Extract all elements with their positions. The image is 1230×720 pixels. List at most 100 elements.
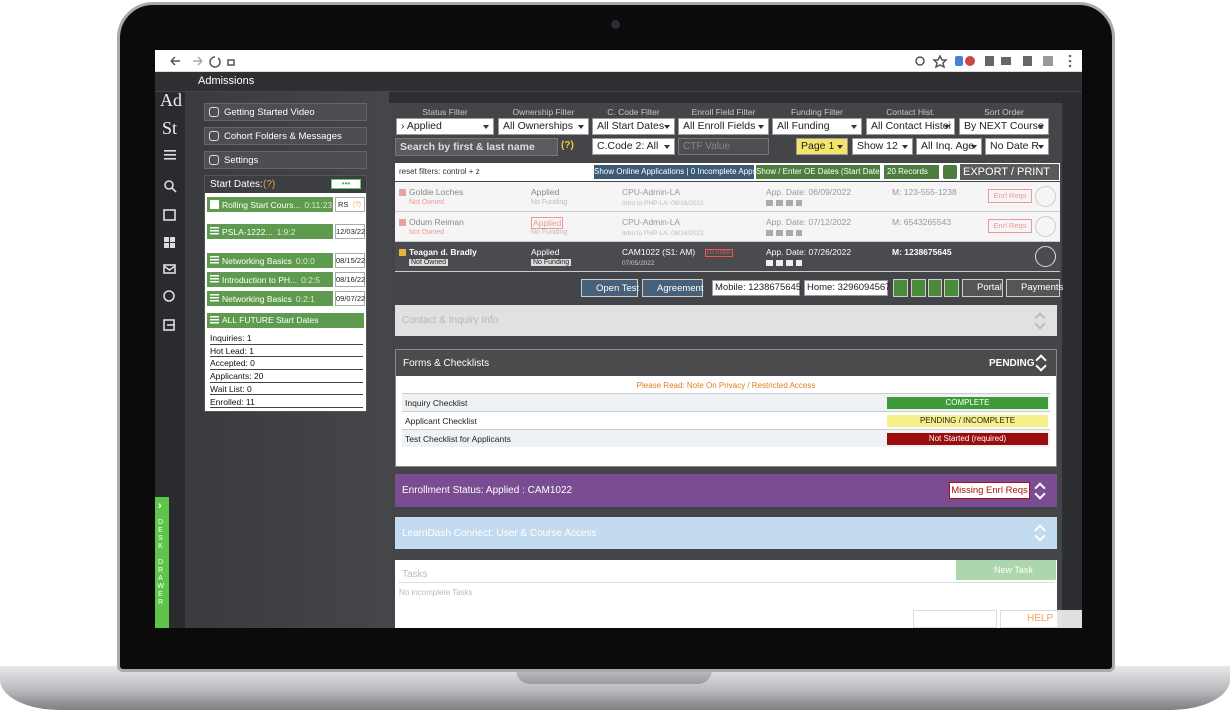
start-date-row[interactable]: Networking Basics 0:0:0 bbox=[207, 253, 333, 268]
checklist-row[interactable]: Inquiry Checklist COMPLETE bbox=[402, 393, 1050, 411]
start-date-counts: 0:2:5 bbox=[301, 274, 321, 285]
filter-label: Enroll Field Filter bbox=[691, 107, 756, 117]
start-date-name: Introduction to PH... bbox=[222, 274, 298, 285]
filter-select[interactable]: By NEXT Course bbox=[959, 118, 1049, 135]
menu-button[interactable]: Getting Started Video bbox=[204, 103, 367, 121]
logo-ad: Ad bbox=[160, 90, 182, 110]
start-date-date: 12/03/22 bbox=[335, 224, 365, 239]
row-help: (?) bbox=[353, 201, 361, 208]
menu-icon bbox=[209, 155, 219, 165]
export-button[interactable]: EXPORT / PRINT bbox=[960, 164, 1059, 180]
learndash-section[interactable]: LearnDash Connect: User & Course Access bbox=[395, 517, 1057, 549]
start-date-name: PSLA-1222... bbox=[222, 226, 273, 237]
start-date-counts: 0:0:0 bbox=[295, 255, 315, 266]
stat-row: Inquiries: 1 bbox=[210, 332, 363, 345]
expand-circle[interactable] bbox=[1035, 186, 1056, 207]
icon-button[interactable] bbox=[911, 279, 926, 297]
record-funding: No Funding bbox=[531, 259, 572, 266]
forms-header[interactable] bbox=[396, 350, 1056, 376]
record-tag: LD USER bbox=[705, 249, 733, 257]
record-row[interactable]: Odum Reiman Not Owned Applied No Funding CPU… bbox=[395, 212, 1060, 242]
record-phone: M: 6543265543 bbox=[892, 217, 952, 227]
all-future-label: ALL FUTURE Start Dates bbox=[222, 315, 319, 325]
stat-row: Enrolled: 11 bbox=[210, 396, 363, 409]
search-help[interactable]: (?) bbox=[561, 140, 574, 151]
inq-age-select[interactable]: All Inq. Age bbox=[916, 138, 982, 155]
start-date-name: Networking Basics bbox=[222, 255, 292, 266]
help-button[interactable]: HELP bbox=[1000, 610, 1082, 628]
expand-circle[interactable] bbox=[1035, 246, 1056, 267]
start-dates-help[interactable]: (?) bbox=[263, 179, 276, 190]
start-date-row[interactable]: Introduction to PH... 0:2:5 bbox=[207, 272, 333, 287]
drawer-label: DESK DRAWER bbox=[157, 519, 164, 607]
checklist-row[interactable]: Applicant Checklist PENDING / INCOMPLETE bbox=[402, 411, 1050, 429]
filter-label: Ownership Filter bbox=[512, 107, 575, 117]
record-code: CAM1022 (S1: AM) bbox=[622, 247, 696, 257]
page-select[interactable]: Page 1 bbox=[796, 138, 848, 155]
more-button[interactable]: ••• bbox=[331, 179, 361, 189]
record-app-date: App. Date: 07/12/2022 bbox=[766, 217, 852, 227]
payments-button[interactable]: Payments bbox=[1006, 279, 1063, 297]
record-action[interactable]: Enrl Reqs bbox=[988, 219, 1032, 233]
desk-drawer[interactable]: › DESK DRAWER bbox=[155, 497, 169, 628]
missing-reqs-button[interactable]: Missing Enrl Reqs bbox=[949, 482, 1030, 499]
start-date-row[interactable]: Networking Basics 0:2:1 bbox=[207, 291, 333, 306]
ctf-input[interactable]: CTF Value bbox=[678, 138, 769, 155]
record-marker bbox=[399, 249, 406, 256]
privacy-note[interactable]: Please Read: Note On Privacy / Restricte… bbox=[636, 381, 816, 390]
chat-button[interactable] bbox=[943, 165, 957, 179]
record-funding: No Funding bbox=[531, 229, 568, 236]
record-marker bbox=[399, 219, 406, 226]
tasks-title: Tasks bbox=[402, 569, 428, 580]
agreement-button[interactable]: Agreement bbox=[642, 279, 703, 297]
all-future-row[interactable]: ALL FUTURE Start Dates bbox=[207, 313, 364, 328]
screen: Admissions Ad St Start Dates: (?) ••• AL… bbox=[155, 50, 1082, 628]
record-row[interactable]: Teagan d. Bradly Not Owned Applied No Fundi… bbox=[395, 242, 1060, 272]
menu-button[interactable]: Cohort Folders & Messages bbox=[204, 127, 367, 145]
portal-button[interactable]: Portal bbox=[962, 279, 1003, 297]
filter-select[interactable]: All Ownerships bbox=[498, 118, 589, 135]
start-date-name: Networking Basics bbox=[222, 293, 292, 304]
online-apps-button[interactable]: Show Online Applications | 0 Incomplete … bbox=[594, 165, 757, 179]
start-dates-panel: Start Dates: (?) ••• ALL FUTURE Start Da… bbox=[204, 175, 367, 412]
filter-select[interactable]: All Enroll Fields bbox=[678, 118, 769, 135]
show-select[interactable]: Show 12 bbox=[852, 138, 913, 155]
filter-select[interactable]: All Contact Histoi bbox=[866, 118, 955, 135]
start-date-row[interactable]: PSLA-1222... 1:9:2 bbox=[207, 224, 333, 239]
start-date-counts: 1:9:2 bbox=[276, 226, 296, 237]
expand-circle[interactable] bbox=[1035, 216, 1056, 237]
enrollment-section[interactable]: Enrollment Status: Applied : CAM1022 Mis… bbox=[395, 474, 1057, 507]
start-date-name: Rolling Start Cours... bbox=[222, 199, 301, 210]
record-row[interactable]: Goldie Loches Not Owned Applied No Funding C… bbox=[395, 182, 1060, 212]
checklist-name: Applicant Checklist bbox=[405, 416, 477, 426]
row-icon bbox=[210, 200, 219, 209]
filter-select[interactable]: › Applied bbox=[396, 118, 494, 135]
checklist-row[interactable]: Test Checklist for Applicants Not Started… bbox=[402, 429, 1050, 447]
menu-button[interactable]: Settings bbox=[204, 151, 367, 169]
contact-section[interactable]: Contact & Inquiry Info bbox=[395, 305, 1057, 336]
oe-dates-button[interactable]: Show / Enter OE Dates (Start Dates) bbox=[756, 165, 886, 179]
phone-widget[interactable] bbox=[913, 610, 997, 628]
learndash-title: LearnDash Connect: User & Course Access bbox=[402, 528, 597, 539]
home-phone[interactable]: Home: 3296094567 bbox=[804, 280, 890, 296]
contact-title: Contact & Inquiry Info bbox=[402, 315, 499, 326]
mobile-phone[interactable]: Mobile: 1238675645 bbox=[712, 280, 801, 296]
date-range-select[interactable]: No Date R bbox=[985, 138, 1049, 155]
records-button[interactable]: 20 Records bbox=[884, 165, 939, 179]
record-action[interactable]: Enrl Reqs bbox=[988, 189, 1032, 203]
code2-select[interactable]: C.Code 2: All bbox=[592, 138, 675, 155]
start-date-row[interactable]: Rolling Start Cours... 0:11:23 bbox=[207, 197, 333, 212]
record-status: Applied bbox=[531, 217, 564, 229]
open-test-button[interactable]: Open Test bbox=[581, 279, 639, 297]
search-box[interactable]: Search by first & last name bbox=[395, 138, 558, 156]
filter-select[interactable]: All Funding bbox=[772, 118, 862, 135]
icon-button[interactable] bbox=[944, 279, 959, 297]
icon-button[interactable] bbox=[928, 279, 942, 297]
new-task-button[interactable]: New Task bbox=[956, 560, 1056, 580]
icon-button[interactable] bbox=[893, 279, 908, 297]
filter-select[interactable]: All Start Dates bbox=[592, 118, 675, 135]
enrollment-title: Enrollment Status: Applied : CAM1022 bbox=[402, 485, 573, 496]
filter-label: Status Filter bbox=[422, 107, 468, 117]
start-dates-header bbox=[205, 176, 366, 193]
